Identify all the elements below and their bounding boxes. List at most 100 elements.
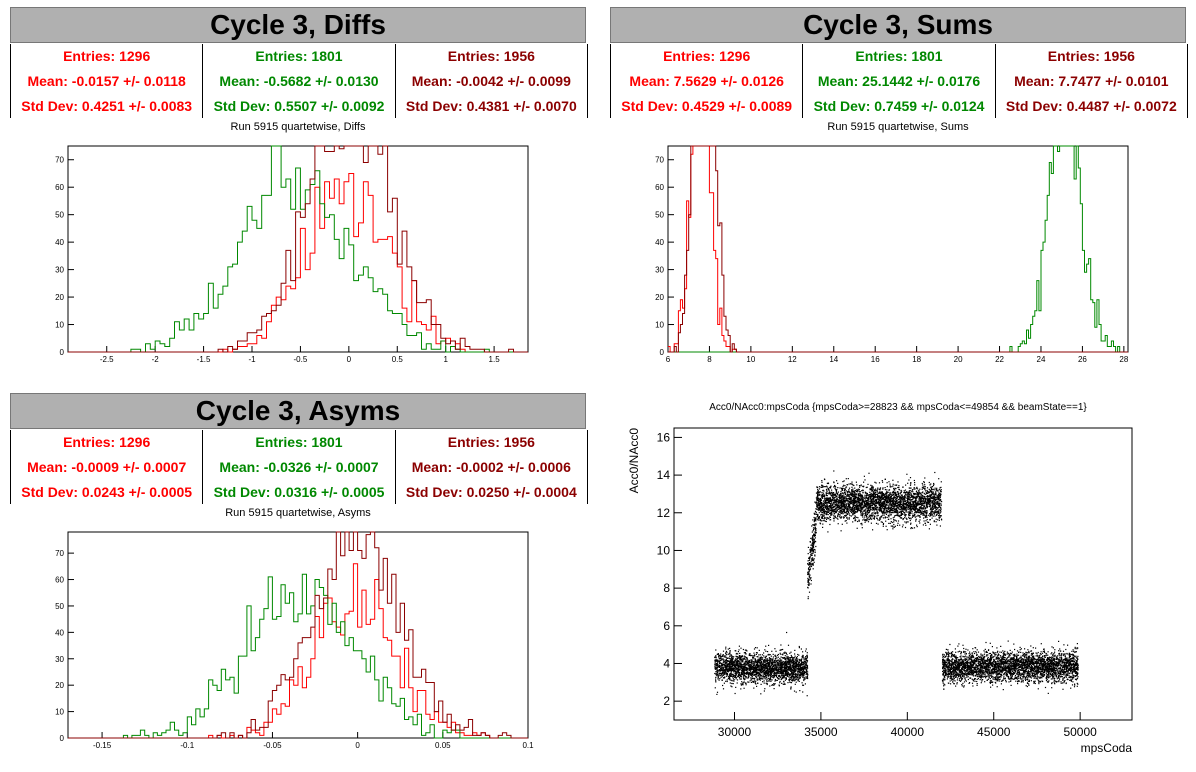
- sums-stats-green: Entries: 1801 Mean: 25.1442 +/- 0.0176 S…: [803, 44, 996, 118]
- scatter-point: [786, 675, 788, 677]
- scatter-point: [718, 665, 721, 667]
- scatter-point: [790, 686, 792, 688]
- scatter-point: [732, 667, 734, 670]
- scatter-point: [877, 494, 879, 497]
- scatter-point: [933, 501, 936, 503]
- scatter-point: [931, 509, 933, 511]
- scatter-point: [768, 663, 771, 665]
- scatter-point: [810, 577, 812, 579]
- scatter-point: [716, 675, 718, 677]
- scatter-point: [838, 503, 840, 505]
- scatter-point: [779, 664, 781, 666]
- scatter-point: [717, 659, 719, 661]
- scatter-point: [759, 678, 761, 681]
- scatter-point: [761, 662, 763, 664]
- scatter-point: [778, 678, 780, 680]
- scatter-point: [766, 666, 768, 668]
- scatter-point: [854, 512, 856, 514]
- scatter-point: [742, 673, 744, 675]
- scatter-point: [724, 665, 726, 667]
- scatter-point: [715, 673, 717, 675]
- scatter-point: [721, 670, 723, 672]
- scatter-point: [765, 670, 767, 673]
- scatter-point: [754, 668, 756, 670]
- scatter-point: [717, 664, 719, 666]
- scatter-point: [734, 665, 736, 667]
- scatter-point: [820, 511, 822, 513]
- scatter-point: [909, 498, 911, 500]
- scatter-point: [915, 487, 917, 489]
- scatter-point: [904, 509, 906, 511]
- scatter-point: [778, 685, 780, 687]
- scatter-point: [796, 660, 798, 662]
- scatter-point: [765, 670, 767, 672]
- scatter-point: [784, 666, 786, 668]
- scatter-point: [778, 661, 780, 663]
- scatter-point: [726, 675, 728, 677]
- plot-frame: [67, 531, 529, 739]
- scatter-point: [845, 514, 847, 516]
- scatter-point: [802, 676, 804, 678]
- scatter-point: [784, 673, 786, 675]
- scatter-point: [814, 513, 817, 515]
- scatter-point: [777, 663, 780, 665]
- scatter-point: [807, 568, 810, 570]
- scatter-point: [727, 670, 729, 672]
- scatter-point: [744, 672, 747, 675]
- scatter-point: [849, 506, 851, 509]
- scatter-point: [716, 667, 718, 669]
- scatter-point: [719, 674, 721, 676]
- scatter-point: [768, 672, 770, 674]
- scatter-point: [744, 667, 747, 669]
- scatter-point: [780, 656, 782, 658]
- scatter-point: [924, 502, 926, 504]
- scatter-point: [812, 535, 814, 537]
- scatter-point: [755, 665, 757, 667]
- scatter-point: [789, 665, 791, 667]
- scatter-point: [764, 666, 766, 668]
- scatter-point: [792, 657, 794, 659]
- scatter-point: [813, 541, 815, 543]
- scatter-point: [774, 683, 776, 685]
- scatter-point: [811, 539, 814, 541]
- scatter-point: [740, 656, 743, 658]
- scatter-point: [860, 514, 862, 516]
- x-tick-label: 0: [355, 741, 360, 750]
- scatter-point: [864, 505, 866, 507]
- scatter-point: [725, 646, 727, 648]
- scatter-point: [802, 651, 804, 653]
- scatter-point: [893, 494, 895, 496]
- scatter-point: [795, 658, 797, 660]
- scatter-point: [746, 669, 748, 672]
- scatter-point: [932, 514, 934, 516]
- scatter-point: [823, 515, 825, 517]
- scatter-point: [742, 672, 744, 674]
- scatter-point: [809, 569, 811, 571]
- scatter-point: [791, 661, 793, 663]
- scatter-point: [728, 675, 730, 677]
- scatter-point: [723, 682, 725, 684]
- scatter-point: [756, 685, 758, 687]
- scatter-point: [738, 645, 740, 647]
- scatter-point: [874, 492, 876, 494]
- scatter-point: [794, 649, 796, 651]
- scatter-point: [752, 657, 754, 659]
- scatter-point: [765, 666, 767, 668]
- scatter-point: [793, 659, 795, 661]
- scatter-point: [753, 670, 756, 672]
- x-tick-label: 0.5: [392, 355, 404, 364]
- scatter-point: [719, 662, 721, 664]
- scatter-point: [882, 507, 884, 509]
- scatter-point: [882, 508, 884, 510]
- scatter-point: [936, 497, 938, 499]
- scatter-point: [932, 504, 934, 507]
- scatter-point: [834, 505, 836, 508]
- scatter-point: [892, 502, 894, 504]
- scatter-point: [758, 665, 760, 667]
- scatter-point: [743, 655, 746, 657]
- scatter-point: [837, 515, 839, 518]
- scatter-point: [753, 657, 755, 659]
- scatter-point: [817, 509, 819, 511]
- scatter-point: [880, 509, 882, 511]
- scatter-point: [758, 666, 760, 668]
